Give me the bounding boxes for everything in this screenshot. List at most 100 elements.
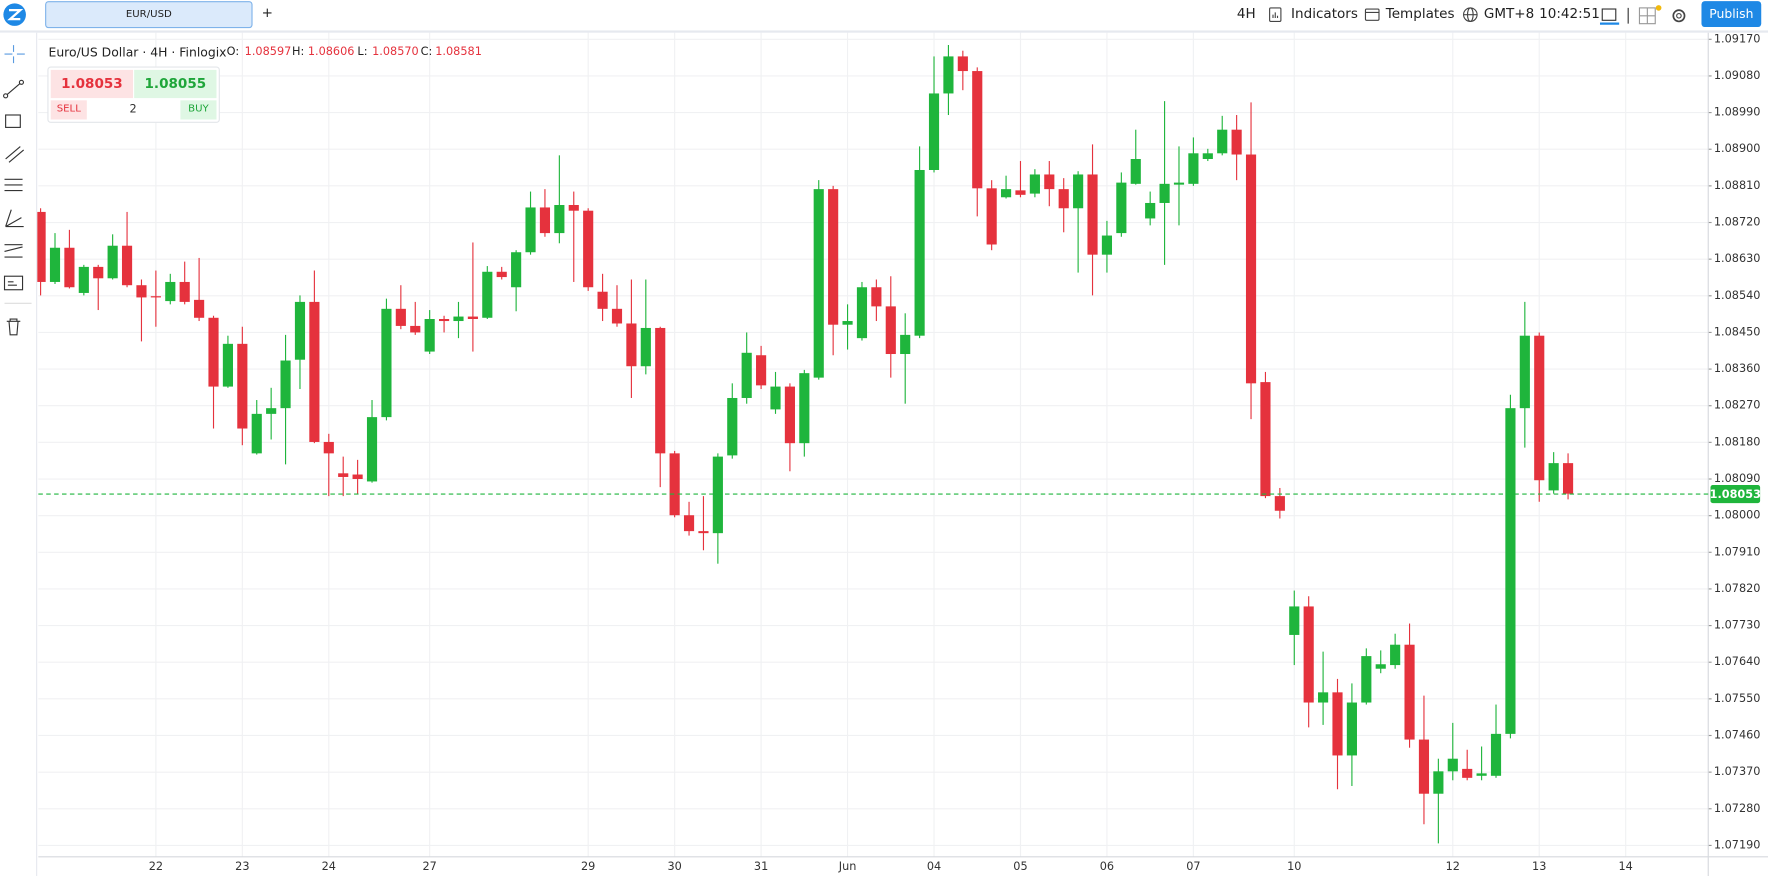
high-label: H:: [292, 46, 305, 59]
symbol-tab[interactable]: EUR/USD: [45, 1, 253, 29]
y-tick-label: 1.07280: [1714, 802, 1761, 815]
series-title: Euro/US Dollar · 4H · Finlogix: [48, 45, 227, 60]
candle-body: [453, 316, 464, 322]
candle-body: [799, 373, 810, 444]
candle-body: [583, 210, 594, 288]
templates[interactable]: Templates: [1385, 5, 1455, 22]
y-tick-label: 1.09080: [1714, 69, 1761, 82]
candle-body: [640, 327, 651, 367]
last-price-label: 1.08053: [1710, 488, 1761, 501]
y-tick-label: 1.07820: [1714, 582, 1761, 595]
candle-body: [1476, 773, 1487, 776]
x-tick-label: 10: [1287, 860, 1301, 873]
candle-body: [914, 169, 925, 336]
x-tick-label: 14: [1619, 860, 1633, 873]
candle-body: [237, 343, 248, 429]
templates-icon: [1364, 8, 1380, 21]
y-tick-label: 1.07190: [1714, 838, 1761, 851]
candle-body: [1044, 174, 1055, 190]
y-tick-label: 1.08000: [1714, 509, 1761, 522]
candle-body: [1433, 771, 1444, 794]
y-tick-label: 1.08360: [1714, 362, 1761, 375]
globe-icon: [1462, 7, 1478, 22]
y-tick-label: 1.09170: [1714, 32, 1761, 45]
clock: 10:42:51: [1539, 5, 1600, 22]
y-tick-label: 1.08090: [1714, 472, 1761, 485]
x-tick-label: 07: [1186, 860, 1200, 873]
candle-body: [1116, 182, 1127, 234]
x-tick-label: 30: [667, 860, 681, 873]
candle-body: [554, 205, 565, 234]
candle-body: [338, 473, 349, 477]
x-tick-label: Jun: [838, 860, 857, 873]
buy-button[interactable]: BUY: [180, 100, 217, 120]
candle-body: [1375, 664, 1386, 669]
candle-body: [1289, 606, 1300, 635]
candle-body: [813, 189, 824, 378]
buy-price[interactable]: 1.08055: [134, 69, 217, 99]
y-tick-label: 1.08540: [1714, 289, 1761, 302]
y-tick-label: 1.07730: [1714, 619, 1761, 632]
y-tick-label: 1.08720: [1714, 216, 1761, 229]
quantity[interactable]: 2: [129, 103, 137, 117]
candle-body: [828, 189, 839, 325]
interval[interactable]: 4H: [1236, 5, 1256, 22]
candle-body: [1361, 656, 1372, 703]
candle-body: [64, 247, 75, 288]
candle-body: [1303, 606, 1314, 703]
candle-body: [1245, 154, 1257, 384]
publish-button[interactable]: Publish: [1701, 1, 1762, 28]
open-value: 1.08597: [244, 46, 292, 59]
candle-body: [280, 360, 291, 409]
candle-body: [496, 271, 507, 278]
close-label: C:: [420, 46, 433, 59]
candle-body: [539, 207, 551, 234]
indicators[interactable]: Indicators: [1291, 5, 1358, 22]
close-value: 1.08581: [435, 46, 482, 59]
candle-body: [957, 56, 968, 72]
candle-body: [1159, 183, 1170, 203]
candle-body: [395, 308, 406, 326]
candle-body: [1490, 733, 1502, 776]
candle-body: [1000, 189, 1012, 198]
candle-body: [683, 515, 695, 532]
candle-body: [1332, 692, 1343, 756]
sell-button[interactable]: SELL: [50, 100, 87, 120]
candle-body: [698, 531, 709, 534]
low-label: L:: [357, 46, 368, 59]
x-tick-label: 22: [149, 860, 163, 873]
candle-body: [179, 281, 190, 302]
candle-body: [381, 308, 392, 418]
candle-body: [669, 453, 680, 516]
candle-body: [770, 386, 781, 410]
candle-body: [294, 301, 306, 360]
top-bar: EUR/USD + 4H Indicators Templates GMT+8 …: [0, 0, 1768, 33]
candle-body: [756, 355, 767, 386]
y-tick-label: 1.07910: [1714, 545, 1761, 558]
candle-body: [784, 386, 795, 444]
candle-body: [1274, 496, 1285, 511]
candle-body: [611, 308, 623, 324]
y-tick-label: 1.08900: [1714, 142, 1761, 155]
candle-body: [121, 245, 133, 286]
timezone[interactable]: GMT+8: [1483, 5, 1535, 22]
x-tick-label: 05: [1013, 860, 1027, 873]
candle-body: [943, 56, 954, 94]
header-icons[interactable]: [1599, 5, 1694, 28]
x-tick-label: 24: [322, 860, 336, 873]
candle-body: [1202, 153, 1213, 159]
add-tab[interactable]: +: [261, 4, 273, 21]
candle-body: [208, 317, 219, 387]
candle-body: [1217, 129, 1228, 154]
candle-body: [35, 211, 46, 282]
x-tick-label: 13: [1532, 860, 1546, 873]
logo[interactable]: [2, 2, 27, 27]
candle-body: [525, 207, 536, 253]
candle-body: [309, 301, 320, 442]
drawing-tools[interactable]: [0, 33, 36, 349]
candle-body: [1058, 189, 1069, 209]
candle-body: [467, 316, 478, 320]
sell-price[interactable]: 1.08053: [50, 69, 134, 99]
